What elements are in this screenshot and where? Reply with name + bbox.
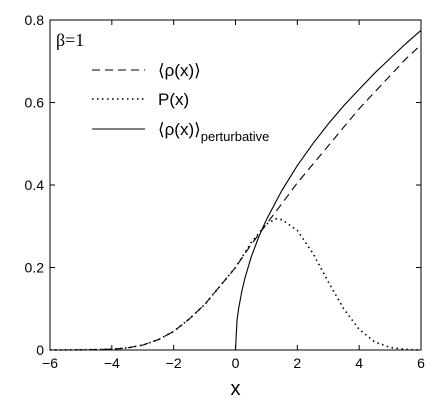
y-tick-label: 0.6 [25, 95, 45, 111]
legend-label-1: ⟨ρ(x)⟩ [158, 61, 201, 80]
legend-label-3: ⟨ρ(x)⟩perturbative [158, 120, 269, 144]
series-layer [49, 29, 422, 351]
x-tick-label: 0 [232, 355, 240, 371]
x-tick-label: 2 [293, 355, 301, 371]
y-tick-label: 0.2 [25, 260, 45, 276]
ticks: −6 −4 −2 0 2 4 6 0 0.2 0.4 0.6 0.8 [25, 12, 426, 371]
x-axis-label: x [231, 378, 241, 400]
y-tick-label: 0.4 [25, 177, 45, 193]
series-line-2 [49, 217, 422, 351]
legend: ⟨ρ(x)⟩ P(x) ⟨ρ(x)⟩perturbative [92, 61, 269, 144]
x-tick-label: 4 [355, 355, 363, 371]
beta-annotation: β=1 [56, 30, 84, 50]
legend-subscript: perturbative [201, 129, 270, 144]
x-tick-label: −2 [166, 355, 182, 371]
y-tick-label: 0 [36, 342, 44, 358]
x-tick-label: −6 [42, 355, 58, 371]
series-line-1 [49, 44, 422, 351]
x-tick-label: −4 [104, 355, 120, 371]
legend-label-2: P(x) [158, 90, 189, 109]
y-tick-label: 0.8 [25, 12, 45, 28]
x-tick-label: 6 [417, 355, 425, 371]
series-line-3 [234, 29, 422, 351]
